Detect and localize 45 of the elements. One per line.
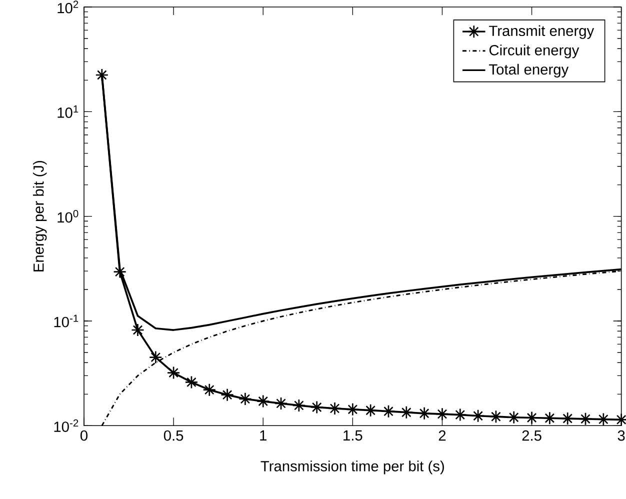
legend-label: Total energy: [489, 64, 569, 78]
point: [489, 410, 503, 424]
legend-label: Transmit energy: [489, 25, 594, 39]
point: [328, 402, 342, 416]
point: [418, 406, 431, 420]
x-tick-label: 0: [80, 430, 88, 441]
point: [400, 406, 414, 420]
point: [238, 392, 252, 406]
point: [471, 409, 485, 423]
point: [543, 411, 556, 425]
x-tick-label: 1.5: [344, 430, 362, 441]
point: [346, 402, 360, 416]
y-axis-title: Energy per bit (J): [33, 161, 47, 272]
point: [256, 394, 270, 408]
point: [166, 366, 180, 380]
point: [525, 411, 538, 424]
legend-label: Circuit energy: [489, 44, 580, 58]
x-tick-label: 2: [438, 430, 446, 441]
point: [560, 412, 574, 426]
y-tick-label: 10$^{2}$: [58, 0, 78, 14]
point: [274, 396, 288, 410]
y-tick-label: 10$^{1}$: [58, 105, 78, 118]
x-axis-title: Transmission time per bit (s): [260, 460, 444, 474]
y-tick-label: 10$^{-1}$: [54, 314, 78, 328]
x-tick-label: 2.5: [522, 430, 542, 441]
point: [95, 68, 109, 82]
point: [184, 376, 198, 389]
y-tick-label: 10$^{0}$: [58, 210, 78, 223]
point: [220, 388, 234, 402]
x-tick-label: 0.5: [164, 430, 184, 441]
point: [202, 383, 216, 396]
point: [596, 412, 610, 426]
point: [113, 265, 126, 278]
point: [578, 412, 592, 426]
point: [382, 404, 396, 418]
point: [507, 410, 521, 424]
point: [292, 398, 306, 412]
y-tick-label: 10$^{-2}$: [54, 419, 78, 432]
point: [148, 350, 162, 364]
point: [364, 404, 378, 418]
point: [131, 323, 144, 337]
x-tick-label: 1: [260, 430, 266, 440]
point: [310, 400, 324, 414]
x-tick-label: 3: [618, 430, 625, 441]
point: [436, 407, 449, 421]
